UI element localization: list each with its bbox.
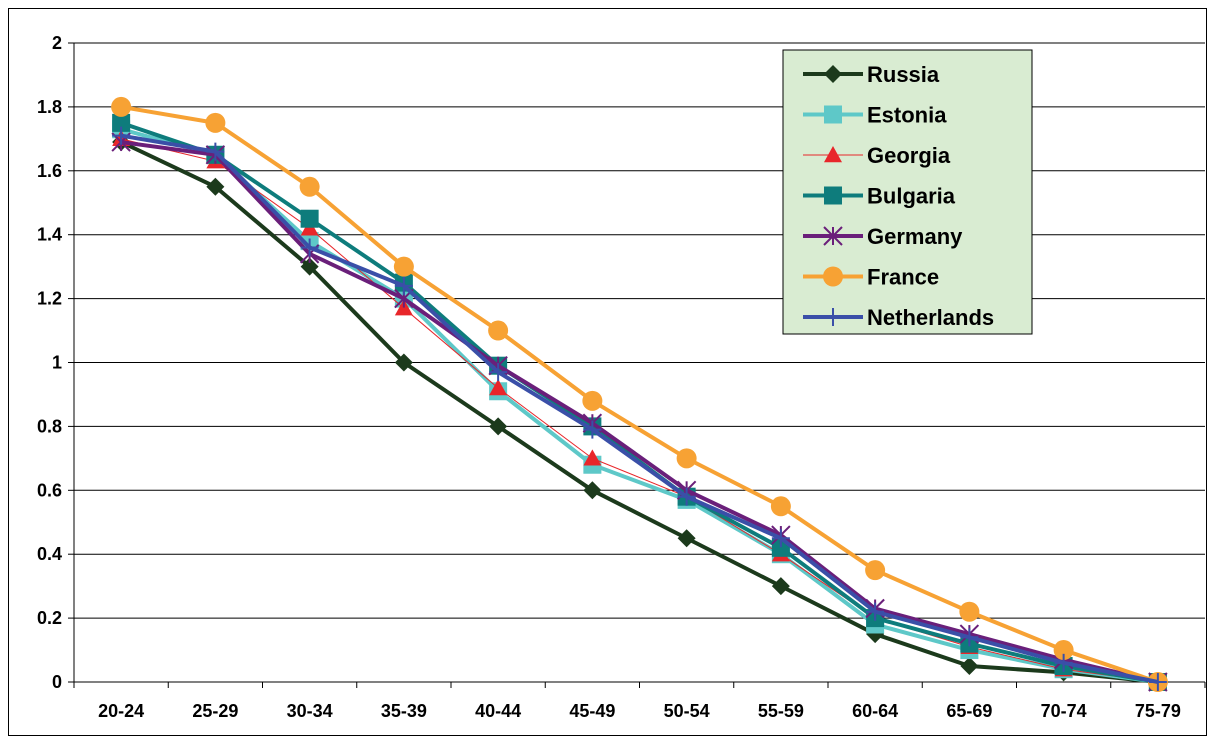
data-point bbox=[1148, 673, 1167, 691]
data-point bbox=[771, 577, 790, 596]
legend-swatch-marker bbox=[824, 146, 842, 163]
data-point bbox=[771, 529, 790, 548]
x-tick-label: 75-79 bbox=[1135, 701, 1181, 721]
series-line bbox=[120, 127, 1159, 684]
data-point bbox=[676, 448, 697, 469]
legend-label: Estonia bbox=[867, 103, 947, 128]
x-tick-label: 25-29 bbox=[192, 701, 238, 721]
data-point bbox=[111, 96, 132, 117]
data-point bbox=[393, 256, 414, 277]
legend-label: Georgia bbox=[867, 143, 951, 168]
series-line bbox=[121, 138, 1158, 683]
data-point bbox=[205, 112, 226, 133]
data-point bbox=[866, 602, 885, 621]
legend-label: France bbox=[867, 265, 939, 290]
data-point bbox=[299, 176, 320, 197]
series-line bbox=[120, 140, 1159, 684]
axes bbox=[68, 42, 1206, 688]
y-tick-label: 0.4 bbox=[37, 544, 62, 564]
data-point bbox=[960, 657, 979, 676]
y-tick-label: 1.8 bbox=[37, 97, 62, 117]
x-tick-label: 20-24 bbox=[98, 701, 144, 721]
data-point bbox=[583, 449, 602, 466]
gridlines bbox=[74, 42, 1205, 619]
y-tick-labels: 0 0.2 0.4 0.6 0.8 1 1.2 1.4 1.6 1.8 2 bbox=[37, 33, 62, 692]
x-tick-label: 50-54 bbox=[664, 701, 710, 721]
y-tick-label: 1.4 bbox=[37, 225, 62, 245]
data-point bbox=[960, 628, 979, 647]
legend-item: Russia bbox=[803, 62, 940, 87]
data-point bbox=[770, 496, 791, 517]
legend-label: Germany bbox=[867, 224, 963, 249]
x-tick-label: 45-49 bbox=[569, 701, 615, 721]
data-point bbox=[488, 320, 509, 341]
data-point bbox=[582, 390, 603, 411]
data-point bbox=[300, 257, 319, 276]
legend-swatch-marker bbox=[824, 308, 842, 326]
legend-swatch-marker bbox=[823, 266, 843, 287]
legend-swatch-marker bbox=[824, 65, 842, 83]
y-tick-label: 1.6 bbox=[37, 161, 62, 181]
legend-item: Estonia bbox=[803, 103, 947, 128]
legend-item: France bbox=[803, 265, 939, 290]
legend-label: Russia bbox=[867, 62, 940, 87]
legend-item: Georgia bbox=[803, 143, 951, 168]
data-point bbox=[394, 353, 413, 372]
data-point bbox=[112, 126, 131, 145]
legend: Russia Estonia Georgia Bulgaria Germany Franc… bbox=[782, 49, 1033, 335]
legend-swatch-marker bbox=[823, 226, 843, 246]
x-tick-label: 30-34 bbox=[287, 701, 333, 721]
legend-item: Germany bbox=[803, 224, 963, 249]
legend-swatch-marker bbox=[824, 186, 842, 205]
data-point bbox=[1054, 653, 1073, 672]
x-tick-label: 65-69 bbox=[946, 701, 992, 721]
data-point bbox=[112, 113, 131, 132]
data-point bbox=[300, 238, 319, 257]
y-tick-label: 2 bbox=[52, 33, 62, 53]
data-point bbox=[300, 209, 319, 228]
data-point bbox=[394, 276, 413, 295]
data-point bbox=[583, 481, 602, 500]
series-line bbox=[120, 140, 1159, 684]
series-netherlands bbox=[112, 126, 1167, 691]
legend-label: Netherlands bbox=[867, 305, 994, 330]
data-point bbox=[583, 420, 602, 439]
y-tick-label: 0 bbox=[52, 672, 62, 692]
data-point bbox=[489, 363, 508, 382]
x-tick-label: 40-44 bbox=[475, 701, 521, 721]
series-line bbox=[120, 104, 1159, 684]
data-point bbox=[489, 379, 508, 396]
y-tick-label: 0.2 bbox=[37, 608, 62, 628]
y-tick-label: 0.6 bbox=[37, 480, 62, 500]
x-tick-labels: 20-24 25-29 30-34 35-39 40-44 45-49 50-54 55-59… bbox=[98, 701, 1181, 721]
legend-label: Bulgaria bbox=[867, 184, 956, 209]
legend-swatch-marker bbox=[824, 105, 842, 124]
data-point bbox=[677, 487, 696, 506]
y-tick-label: 1 bbox=[52, 353, 62, 373]
x-tick-label: 35-39 bbox=[381, 701, 427, 721]
data-point bbox=[206, 142, 225, 161]
series-line bbox=[120, 133, 1159, 684]
legend-item: Netherlands bbox=[803, 305, 994, 330]
data-point bbox=[206, 177, 225, 196]
series-lines bbox=[111, 96, 1168, 692]
data-point bbox=[1053, 640, 1074, 661]
data-point bbox=[677, 529, 696, 548]
legend-item: Bulgaria bbox=[803, 184, 956, 209]
y-tick-label: 1.2 bbox=[37, 289, 62, 309]
series-france bbox=[111, 96, 1168, 692]
data-point bbox=[489, 417, 508, 436]
x-tick-label: 55-59 bbox=[758, 701, 804, 721]
x-tick-label: 60-64 bbox=[852, 701, 898, 721]
data-point bbox=[865, 560, 886, 581]
data-point bbox=[959, 601, 980, 622]
x-tick-label: 70-74 bbox=[1041, 701, 1087, 721]
y-tick-label: 0.8 bbox=[37, 416, 62, 436]
